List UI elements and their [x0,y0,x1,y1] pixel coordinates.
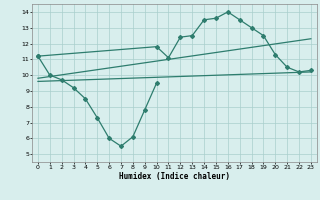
X-axis label: Humidex (Indice chaleur): Humidex (Indice chaleur) [119,172,230,181]
